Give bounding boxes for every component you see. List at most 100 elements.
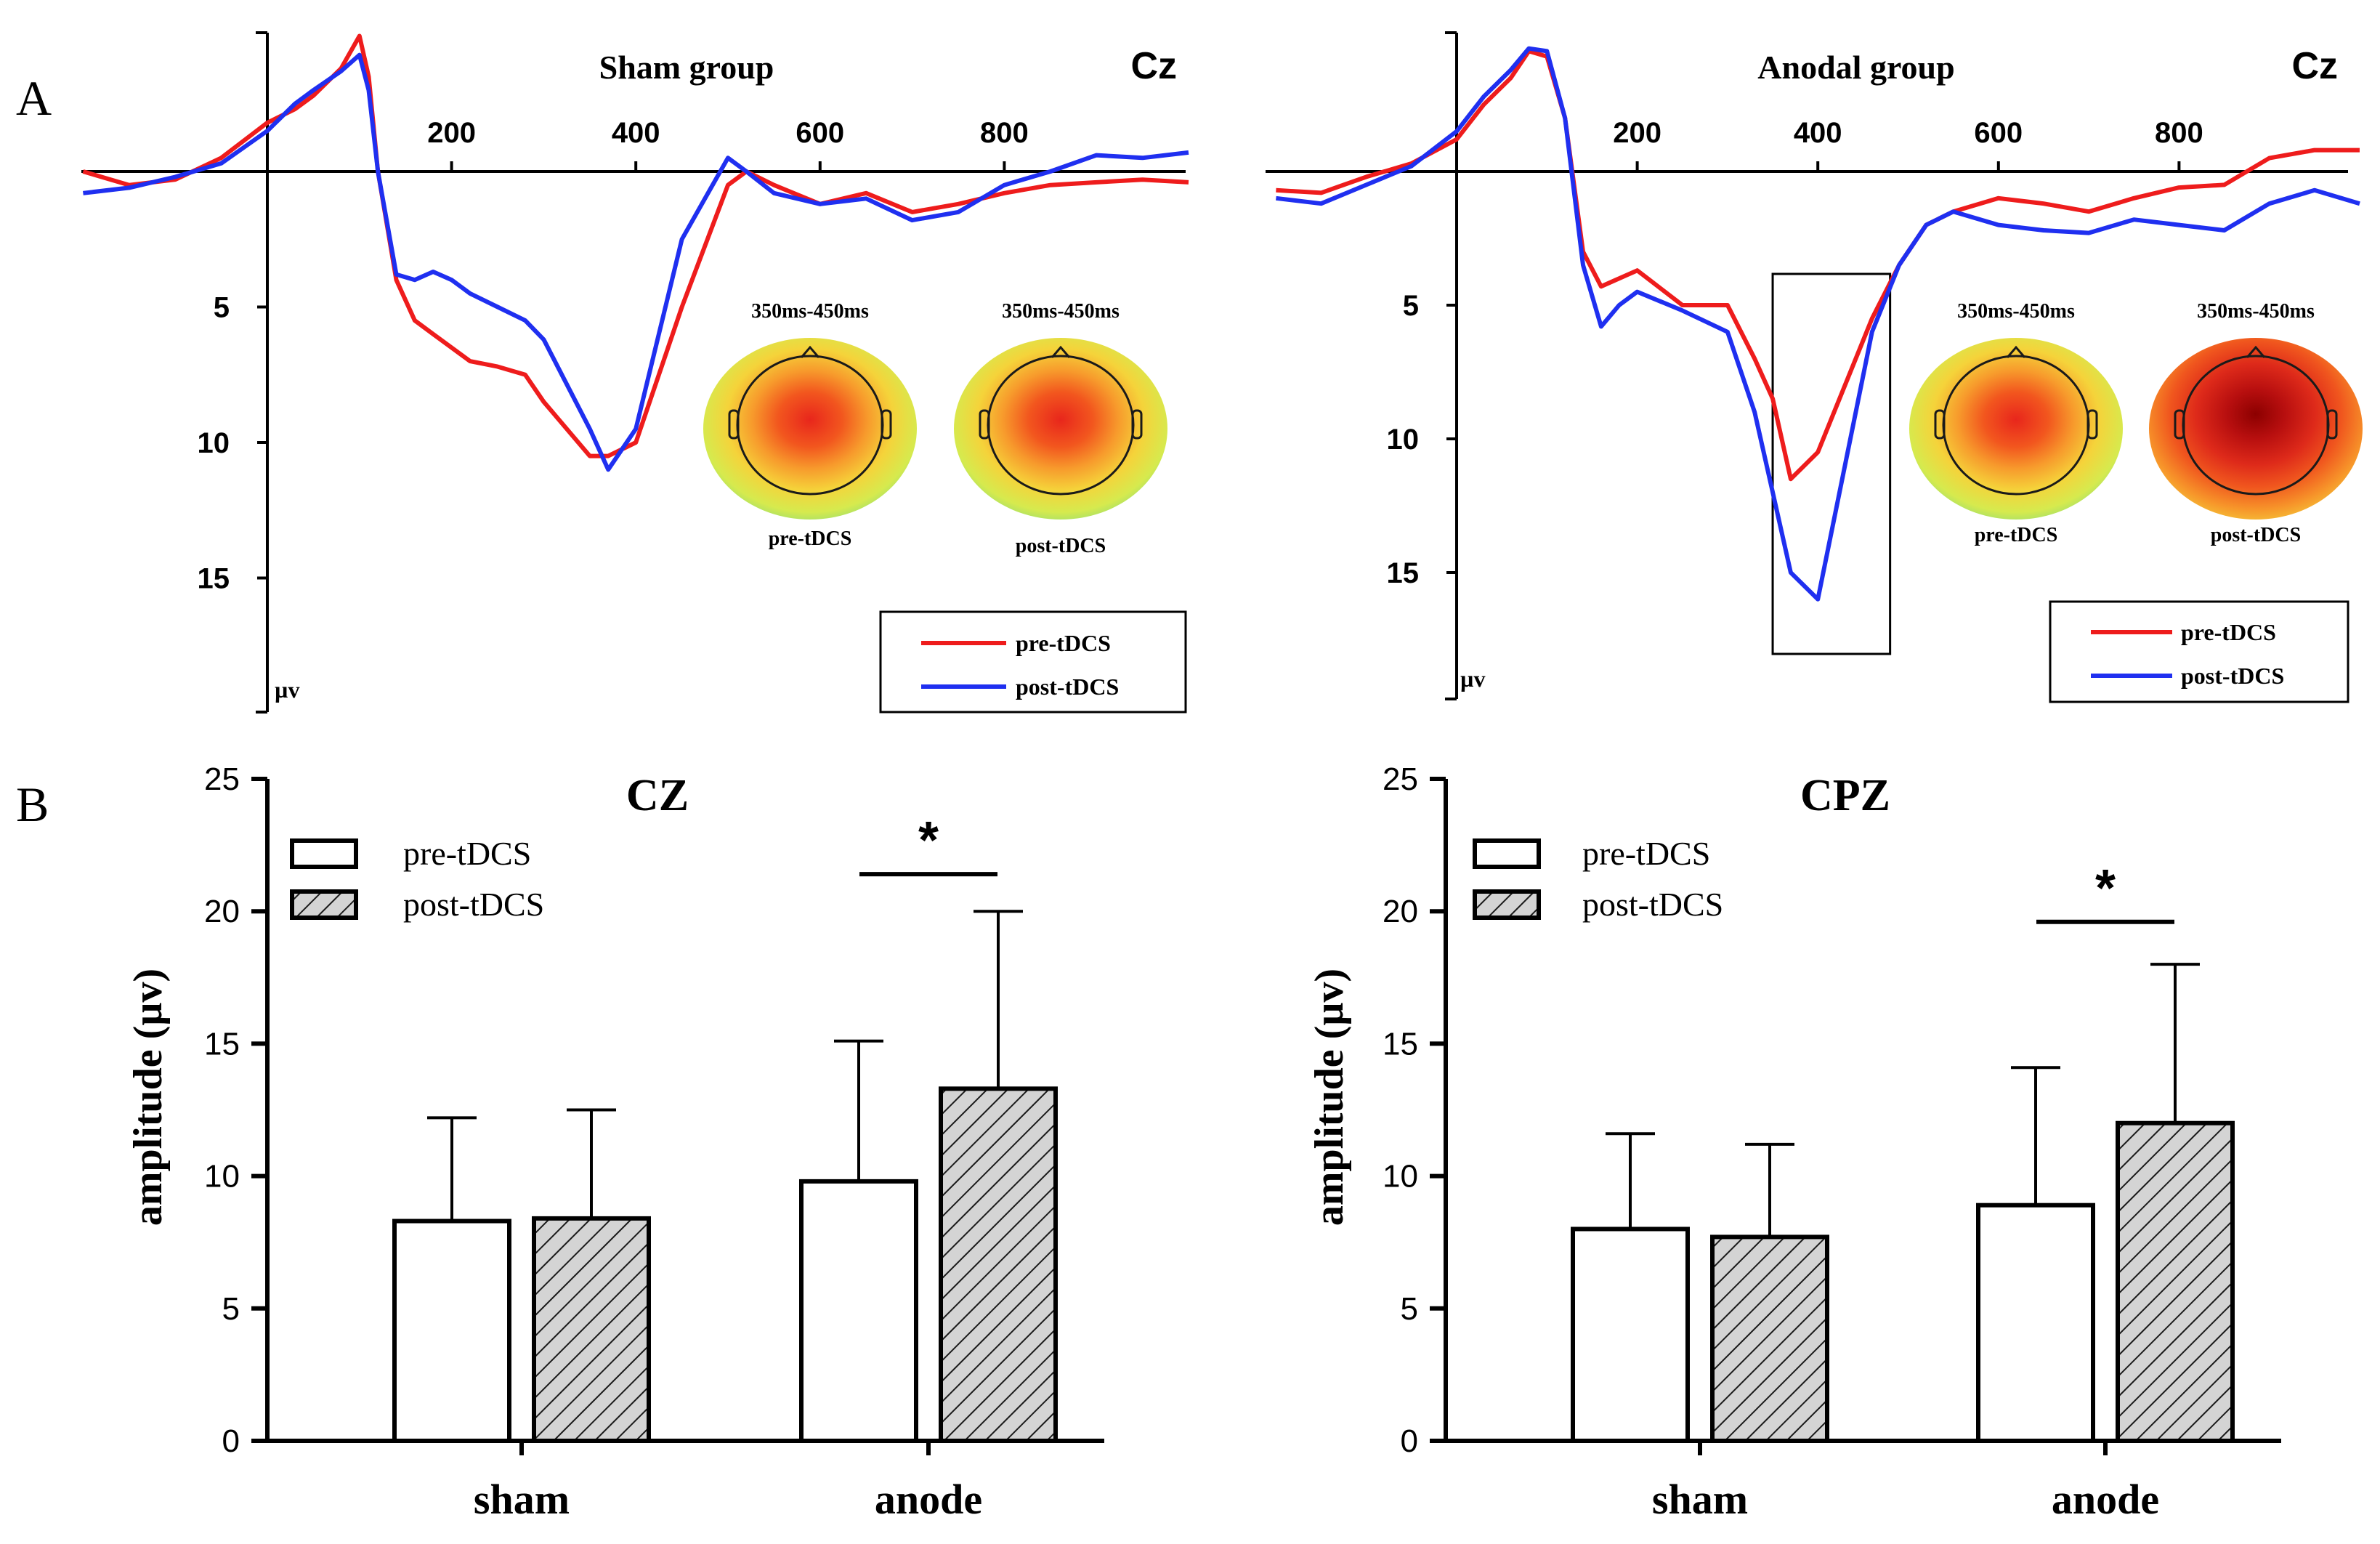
significance-star: * [918,812,939,870]
bar-anode-pre [799,1179,918,1443]
y-tick-label: 5 [222,1291,240,1327]
y-tick-label: 15 [198,563,230,595]
right-ear-icon [2086,409,2098,440]
x-category-label: anode [875,1476,982,1523]
erp-anodal-topo-post-map [2149,338,2363,520]
erp-sham-topo-pre-caption: pre-tDCS [769,528,852,550]
erp-series-post-line [1276,46,2360,602]
bar-cpz-y-axis-label: amplitude (µv) [1307,969,1352,1226]
y-tick-label: 25 [1383,761,1418,797]
x-tick-label: 800 [2155,117,2203,149]
significance-star: * [2095,860,2116,918]
bar-cpz-title: CPZ [1800,771,1890,820]
erp-anodal-title: Anodal group [1757,49,1954,86]
y-tick-label: 10 [204,1159,240,1195]
y-tick-label: 5 [1403,290,1419,322]
y-tick-label: 15 [1383,1026,1418,1062]
bar-cpz-legend: pre-tDCS post-tDCS [1473,835,1723,923]
y-tick-label: 15 [204,1026,240,1062]
erp-anodal-legend: pre-tDCS post-tDCS [2049,600,2349,703]
erp-sham-panel: 200 400 600 800 5 10 15 Sham group Cz µv 350ms… [81,31,1189,714]
bar-cz-legend-pre-swatch [290,838,358,869]
y-tick-label: 10 [198,427,230,459]
erp-sham-channel-label: Cz [1130,45,1177,87]
right-ear-icon [2326,409,2338,440]
x-category-label: anode [2052,1476,2159,1523]
erp-anodal-unit-label: µv [1460,666,1485,692]
y-tick-label: 10 [1383,1159,1418,1195]
panel-label-b: B [16,777,49,832]
erp-anodal-topo-pre-map [1909,338,2123,520]
bar-cz-y-axis-label: amplitude (µv) [126,969,171,1226]
erp-anodal-legend-box [2049,600,2349,703]
bar-cz-legend-post-label: post-tDCS [403,886,544,923]
erp-sham-topo-post-caption: post-tDCS [1016,535,1106,557]
bar-sham-pre [1571,1226,1690,1443]
x-tick-label: 800 [980,117,1029,149]
y-tick-label: 25 [204,761,240,797]
erp-anodal-topomap-pre: 350ms-450ms pre-tDCS [1909,300,2123,546]
bar-cpz-legend-post-swatch [1473,889,1541,920]
bar-cz-title: CZ [626,771,689,820]
bar-cpz-legend-pre-label: pre-tDCS [1582,835,1710,872]
left-ear-icon [728,409,740,440]
nose-icon [2246,345,2266,358]
erp-sham-axes: 200 400 600 800 5 10 15 [81,31,1186,714]
erp-anodal-axes: 200 400 600 800 5 10 15 [1266,31,2348,700]
panel-label-a: A [16,70,52,126]
bar-cz-panel: CZ amplitude (µv) pre-tDCS post-tDCS 0 5 1… [126,761,1104,1523]
left-ear-icon [1934,409,1946,440]
erp-anodal-topo-pre-window: 350ms-450ms [1957,300,2075,323]
erp-series-post-line [83,52,1189,472]
x-category-label: sham [474,1476,570,1523]
right-ear-icon [1131,409,1143,440]
erp-anodal-panel: 200 400 600 800 5 10 15 Anodal group Cz µv 350… [1266,31,2363,703]
bar-cz-legend-post-swatch [290,889,358,920]
erp-anodal-legend-post-label: post-tDCS [2181,663,2284,689]
erp-sham-legend: pre-tDCS post-tDCS [879,610,1187,714]
nose-icon [800,345,820,358]
erp-anodal-analysis-window [1771,272,1892,655]
bar-cpz-legend-pre-swatch [1473,838,1541,869]
bar-sham-pre [392,1218,511,1443]
erp-sham-legend-post-label: post-tDCS [1016,674,1119,700]
bar-sham-post [532,1216,651,1444]
erp-sham-topo-pre-window: 350ms-450ms [751,300,869,323]
y-tick-label: 0 [1401,1423,1418,1459]
erp-anodal-legend-pre-label: pre-tDCS [2181,619,2276,645]
erp-sham-title: Sham group [599,49,774,86]
left-ear-icon [979,409,990,440]
y-tick-label: 5 [1401,1291,1418,1327]
erp-sham-topo-post-window: 350ms-450ms [1002,300,1120,323]
x-tick-label: 200 [427,117,476,149]
y-tick-label: 15 [1387,557,1420,589]
erp-anodal-topo-post-caption: post-tDCS [2211,524,2301,546]
erp-series-pre-line [1276,49,2360,482]
x-tick-label: 600 [796,117,844,149]
erp-anodal-topomap-post: 350ms-450ms post-tDCS [2149,300,2363,546]
x-tick-label: 200 [1613,117,1661,149]
erp-anodal-channel-label: Cz [2291,45,2338,87]
nose-icon [2006,345,2026,358]
erp-sham-topo-post-map [954,338,1167,520]
bar-cpz-panel: CPZ amplitude (µv) pre-tDCS post-tDCS 0 5… [1307,761,2281,1523]
erp-anodal-topo-pre-caption: pre-tDCS [1975,524,2058,546]
y-tick-label: 20 [204,894,240,929]
nose-icon [1051,345,1071,358]
x-tick-label: 600 [1974,117,2023,149]
bar-anode-post [2116,1120,2235,1443]
erp-series-pre-line [82,33,1189,458]
erp-sham-legend-pre-label: pre-tDCS [1016,630,1111,656]
erp-sham-legend-box [879,610,1187,714]
y-tick-label: 5 [214,292,230,324]
erp-sham-unit-label: µv [275,676,299,703]
bar-cz-legend: pre-tDCS post-tDCS [290,835,544,923]
erp-sham-topomap-pre: 350ms-450ms pre-tDCS [703,300,917,550]
x-tick-label: 400 [1794,117,1842,149]
y-tick-label: 10 [1387,424,1420,456]
bar-cpz-plot-area: 0 5 10 15 20 25 sham anode * [1383,761,2281,1523]
erp-anodal-series-group [1276,46,2360,602]
right-ear-icon [881,409,892,440]
erp-anodal-topo-post-window: 350ms-450ms [2197,300,2315,323]
